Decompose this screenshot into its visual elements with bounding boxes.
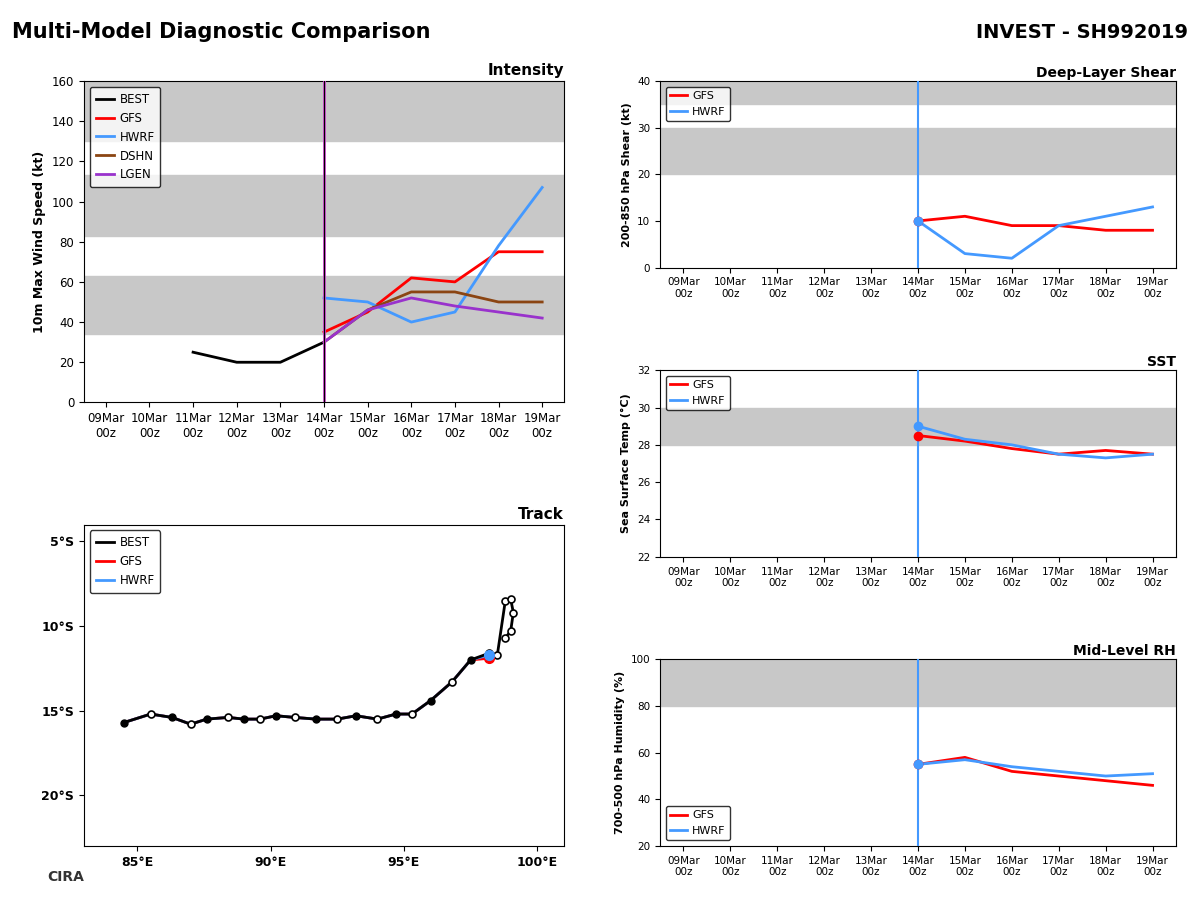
Bar [84,81,564,141]
Bar [660,81,1176,104]
Bar [84,176,564,236]
Text: Multi-Model Diagnostic Comparison: Multi-Model Diagnostic Comparison [12,22,431,42]
Bar [660,128,1176,175]
Bar [660,408,1176,445]
Y-axis label: 10m Max Wind Speed (kt): 10m Max Wind Speed (kt) [34,150,47,333]
Legend: GFS, HWRF: GFS, HWRF [666,376,730,410]
Bar [660,660,1176,706]
Y-axis label: Sea Surface Temp (°C): Sea Surface Temp (°C) [622,393,631,534]
Text: Mid-Level RH: Mid-Level RH [1073,644,1176,658]
Legend: GFS, HWRF: GFS, HWRF [666,806,730,841]
Bar [84,276,564,334]
Text: INVEST - SH992019: INVEST - SH992019 [976,22,1188,41]
Text: Intensity: Intensity [487,63,564,78]
Text: Track: Track [518,507,564,522]
Legend: BEST, GFS, HWRF, DSHN, LGEN: BEST, GFS, HWRF, DSHN, LGEN [90,87,161,187]
Y-axis label: 200-850 hPa Shear (kt): 200-850 hPa Shear (kt) [622,102,631,247]
Text: Deep-Layer Shear: Deep-Layer Shear [1036,66,1176,80]
Text: CIRA: CIRA [48,869,84,884]
Legend: BEST, GFS, HWRF: BEST, GFS, HWRF [90,530,161,593]
Legend: GFS, HWRF: GFS, HWRF [666,86,730,121]
Y-axis label: 700-500 hPa Humidity (%): 700-500 hPa Humidity (%) [616,671,625,834]
Text: SST: SST [1147,355,1176,369]
